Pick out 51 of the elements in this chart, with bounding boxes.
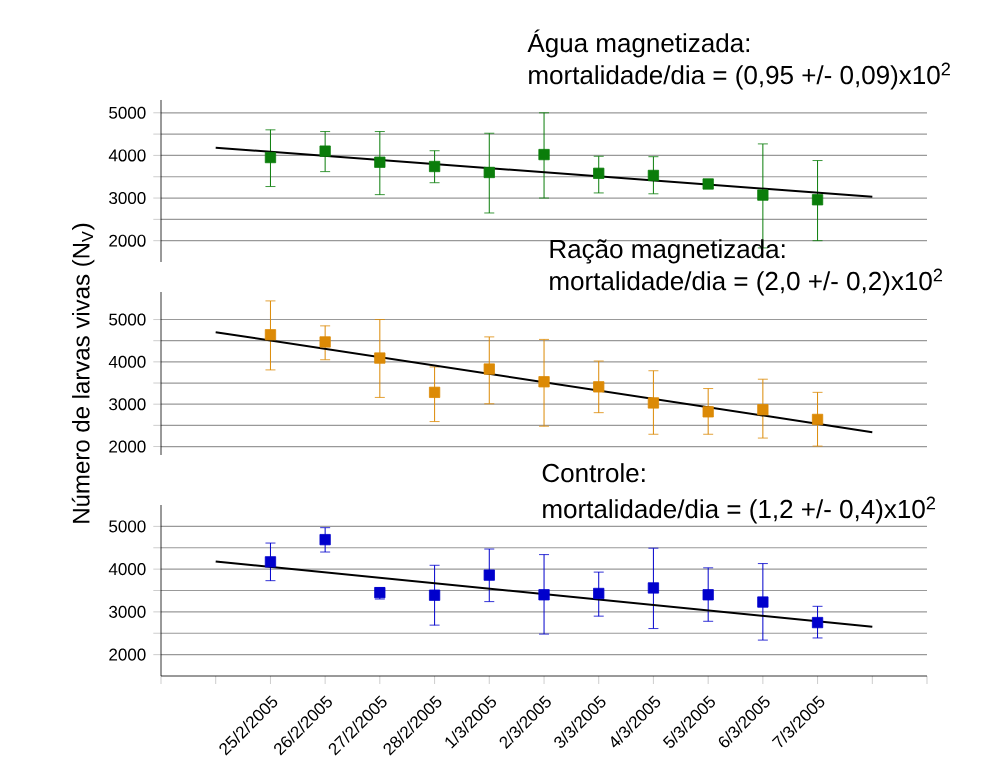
y-tick-label: 5000 <box>109 520 146 533</box>
point <box>811 616 824 629</box>
point <box>757 189 769 201</box>
point <box>428 589 441 601</box>
point <box>702 589 714 601</box>
point <box>428 160 441 173</box>
y-tick-label: 5000 <box>109 313 146 326</box>
y-tick-label: 4000 <box>108 355 146 368</box>
chart-subtitle: mortalidade/dia = (1,2 +/- 0,4)x10$^{2}$ <box>543 496 936 524</box>
point <box>264 556 277 568</box>
point <box>483 166 495 179</box>
point <box>647 397 660 409</box>
point <box>647 169 660 182</box>
y-tick-label: 2000 <box>109 648 146 661</box>
point <box>647 582 660 594</box>
y-tick-label: 3000 <box>109 192 146 205</box>
point <box>757 404 769 416</box>
chart-subtitle: mortalidade/dia = (0,95 +/- 0,09)x10$^{2}$ <box>529 62 950 90</box>
y-tick-label: 3000 <box>109 398 146 411</box>
point <box>483 363 495 375</box>
point <box>319 145 331 157</box>
y-tick-label: 3000 <box>109 605 146 618</box>
point <box>811 194 824 206</box>
y-axis-title: Número de larvas vivas (N$_{V}$) <box>71 223 95 523</box>
y-tick-label: 4000 <box>108 563 146 576</box>
point <box>374 156 386 168</box>
chart-title: Controle: <box>542 463 645 483</box>
y-tick-label: 2000 <box>109 234 146 247</box>
point <box>811 413 824 426</box>
point <box>593 381 605 393</box>
point <box>319 534 331 546</box>
point <box>593 167 605 179</box>
point <box>538 589 550 601</box>
chart-title: Água magnetizada: <box>527 29 750 58</box>
point <box>757 596 769 608</box>
point <box>374 352 386 364</box>
point <box>319 336 331 348</box>
point <box>428 386 441 398</box>
point <box>538 376 550 388</box>
point <box>702 178 714 190</box>
point <box>593 587 605 600</box>
point <box>702 406 714 418</box>
chart-title: Ração magnetizada: <box>550 239 785 264</box>
point <box>264 151 277 164</box>
point <box>483 569 495 581</box>
point <box>538 148 550 161</box>
y-tick-label: 4000 <box>108 149 146 162</box>
point <box>264 329 277 341</box>
chart-subtitle: mortalidade/dia = (2,0 +/- 0,2)x10$^{2}$ <box>550 268 943 296</box>
y-tick-label: 5000 <box>109 106 146 119</box>
y-tick-label: 2000 <box>109 440 146 453</box>
